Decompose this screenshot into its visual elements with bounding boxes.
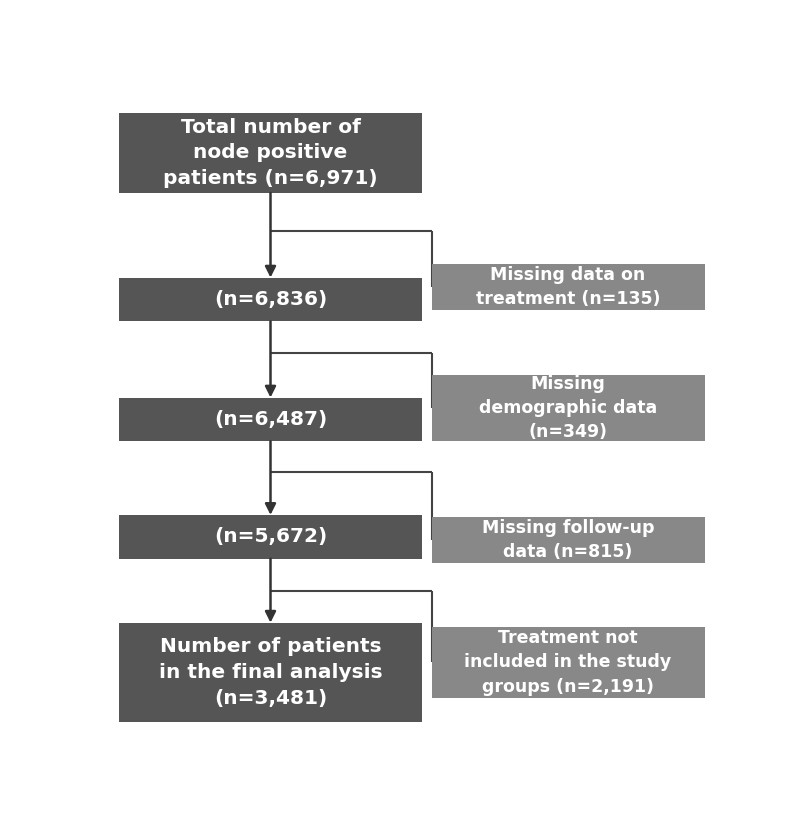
Text: Total number of
node positive
patients (n=6,971): Total number of node positive patients (… (163, 117, 378, 188)
FancyBboxPatch shape (118, 277, 422, 322)
FancyBboxPatch shape (118, 515, 422, 559)
Text: Missing data on
treatment (n=135): Missing data on treatment (n=135) (476, 266, 660, 308)
FancyBboxPatch shape (432, 516, 705, 563)
FancyBboxPatch shape (432, 627, 705, 698)
Text: (n=6,487): (n=6,487) (214, 410, 327, 429)
Text: (n=5,672): (n=5,672) (214, 527, 327, 546)
FancyBboxPatch shape (432, 264, 705, 311)
FancyBboxPatch shape (118, 397, 422, 441)
Text: Missing follow-up
data (n=815): Missing follow-up data (n=815) (482, 519, 654, 561)
FancyBboxPatch shape (118, 112, 422, 193)
Text: Missing
demographic data
(n=349): Missing demographic data (n=349) (479, 375, 658, 441)
Text: (n=6,836): (n=6,836) (214, 290, 327, 309)
Text: Treatment not
included in the study
groups (n=2,191): Treatment not included in the study grou… (465, 629, 672, 696)
FancyBboxPatch shape (432, 375, 705, 441)
Text: Number of patients
in the final analysis
(n=3,481): Number of patients in the final analysis… (158, 637, 382, 708)
FancyBboxPatch shape (118, 623, 422, 722)
